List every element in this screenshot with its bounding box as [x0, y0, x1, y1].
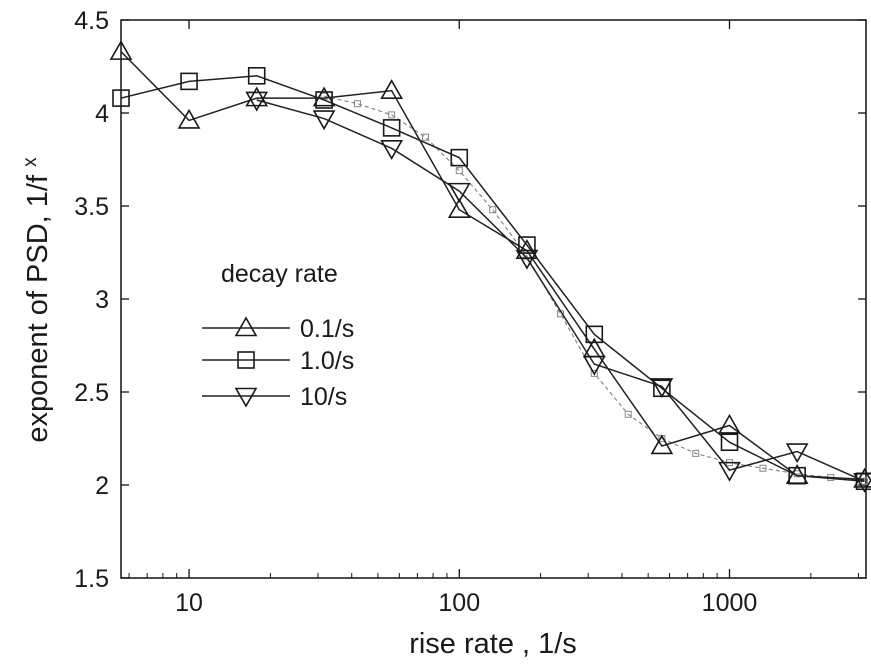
data-point-square [237, 351, 255, 369]
series-reference [320, 92, 869, 485]
data-point-square [180, 72, 198, 91]
legend-label: 1.0/s [300, 347, 354, 375]
y-tick-label: 3.5 [74, 193, 109, 221]
data-point-triangle-up [718, 413, 741, 434]
data-point-triangle-down [515, 249, 539, 270]
data-point-triangle-down [853, 472, 871, 493]
data-point-square [720, 433, 739, 452]
data-point-small-square [353, 100, 361, 108]
data-point-triangle-down [380, 140, 404, 160]
data-point-triangle-down [650, 378, 674, 399]
legend: decay rate 0.1/s 1.0/s 10/s [202, 260, 354, 411]
data-point-triangle-up [177, 108, 201, 129]
series-10s [112, 67, 871, 491]
data-point-triangle-up [853, 467, 871, 488]
data-point-square [315, 91, 333, 109]
data-point-triangle-down [582, 355, 606, 376]
y-axis-title: exponent of PSD, 1/f x [20, 157, 54, 443]
data-point-triangle-up [312, 86, 336, 107]
data-point-triangle-down [447, 182, 471, 203]
data-point-small-square [692, 449, 700, 457]
series-line [120, 75, 865, 483]
y-tick-label: 4 [95, 100, 109, 128]
y-tick-label: 4.5 [74, 7, 109, 35]
x-tick-label: 100 [438, 589, 480, 617]
y-axis-title-main: exponent of PSD, 1/f [22, 174, 54, 443]
legend-label: 0.1/s [300, 315, 354, 343]
plot-frame [120, 19, 867, 579]
data-point-square [450, 148, 469, 167]
data-point-triangle-down [312, 110, 336, 131]
data-point-triangle-up [380, 79, 404, 99]
series-line [256, 99, 865, 482]
y-tick-label: 2 [95, 472, 109, 500]
legend-title: decay rate [221, 260, 338, 288]
data-point-small-square [624, 410, 632, 418]
legend-label: 10/s [300, 383, 347, 411]
data-point-square [518, 236, 536, 254]
data-point-square [247, 67, 266, 85]
data-point-triangle-up [650, 434, 674, 455]
series-layer [109, 40, 871, 493]
data-point-triangle-down [718, 461, 741, 482]
axis-ticks: 1.5 2 2.5 3 3.5 4 4.5 10 100 1000 [74, 7, 866, 617]
data-point-small-square [455, 167, 463, 175]
data-point-square [788, 466, 806, 485]
y-tick-label: 2.5 [74, 379, 109, 407]
x-axis-title: rise rate , 1/s [409, 628, 577, 660]
data-point-square [382, 119, 401, 137]
y-tick-label: 3 [95, 286, 109, 314]
data-point-triangle-up [447, 198, 471, 219]
x-tick-label: 1000 [702, 589, 758, 617]
series-10s [245, 91, 871, 493]
series-line [120, 51, 865, 481]
data-point-small-square [489, 206, 497, 214]
series-line [323, 95, 865, 482]
y-axis-title-superscript: x [20, 157, 41, 167]
data-point-square [585, 325, 604, 344]
y-tick-label: 1.5 [74, 565, 109, 593]
data-point-small-square [388, 111, 396, 119]
data-point-small-square [422, 133, 430, 141]
data-point-square [112, 89, 130, 107]
data-point-triangle-down [234, 387, 258, 408]
data-point-small-square [759, 464, 767, 472]
data-point-triangle-up [245, 86, 269, 107]
data-point-triangle-up [109, 40, 133, 60]
plot-area-border [120, 19, 867, 579]
data-point-triangle-up [234, 316, 258, 337]
x-tick-label: 10 [175, 589, 203, 617]
data-point-triangle-down [245, 91, 269, 112]
data-point-small-square [590, 369, 598, 377]
data-point-triangle-down [785, 443, 809, 464]
